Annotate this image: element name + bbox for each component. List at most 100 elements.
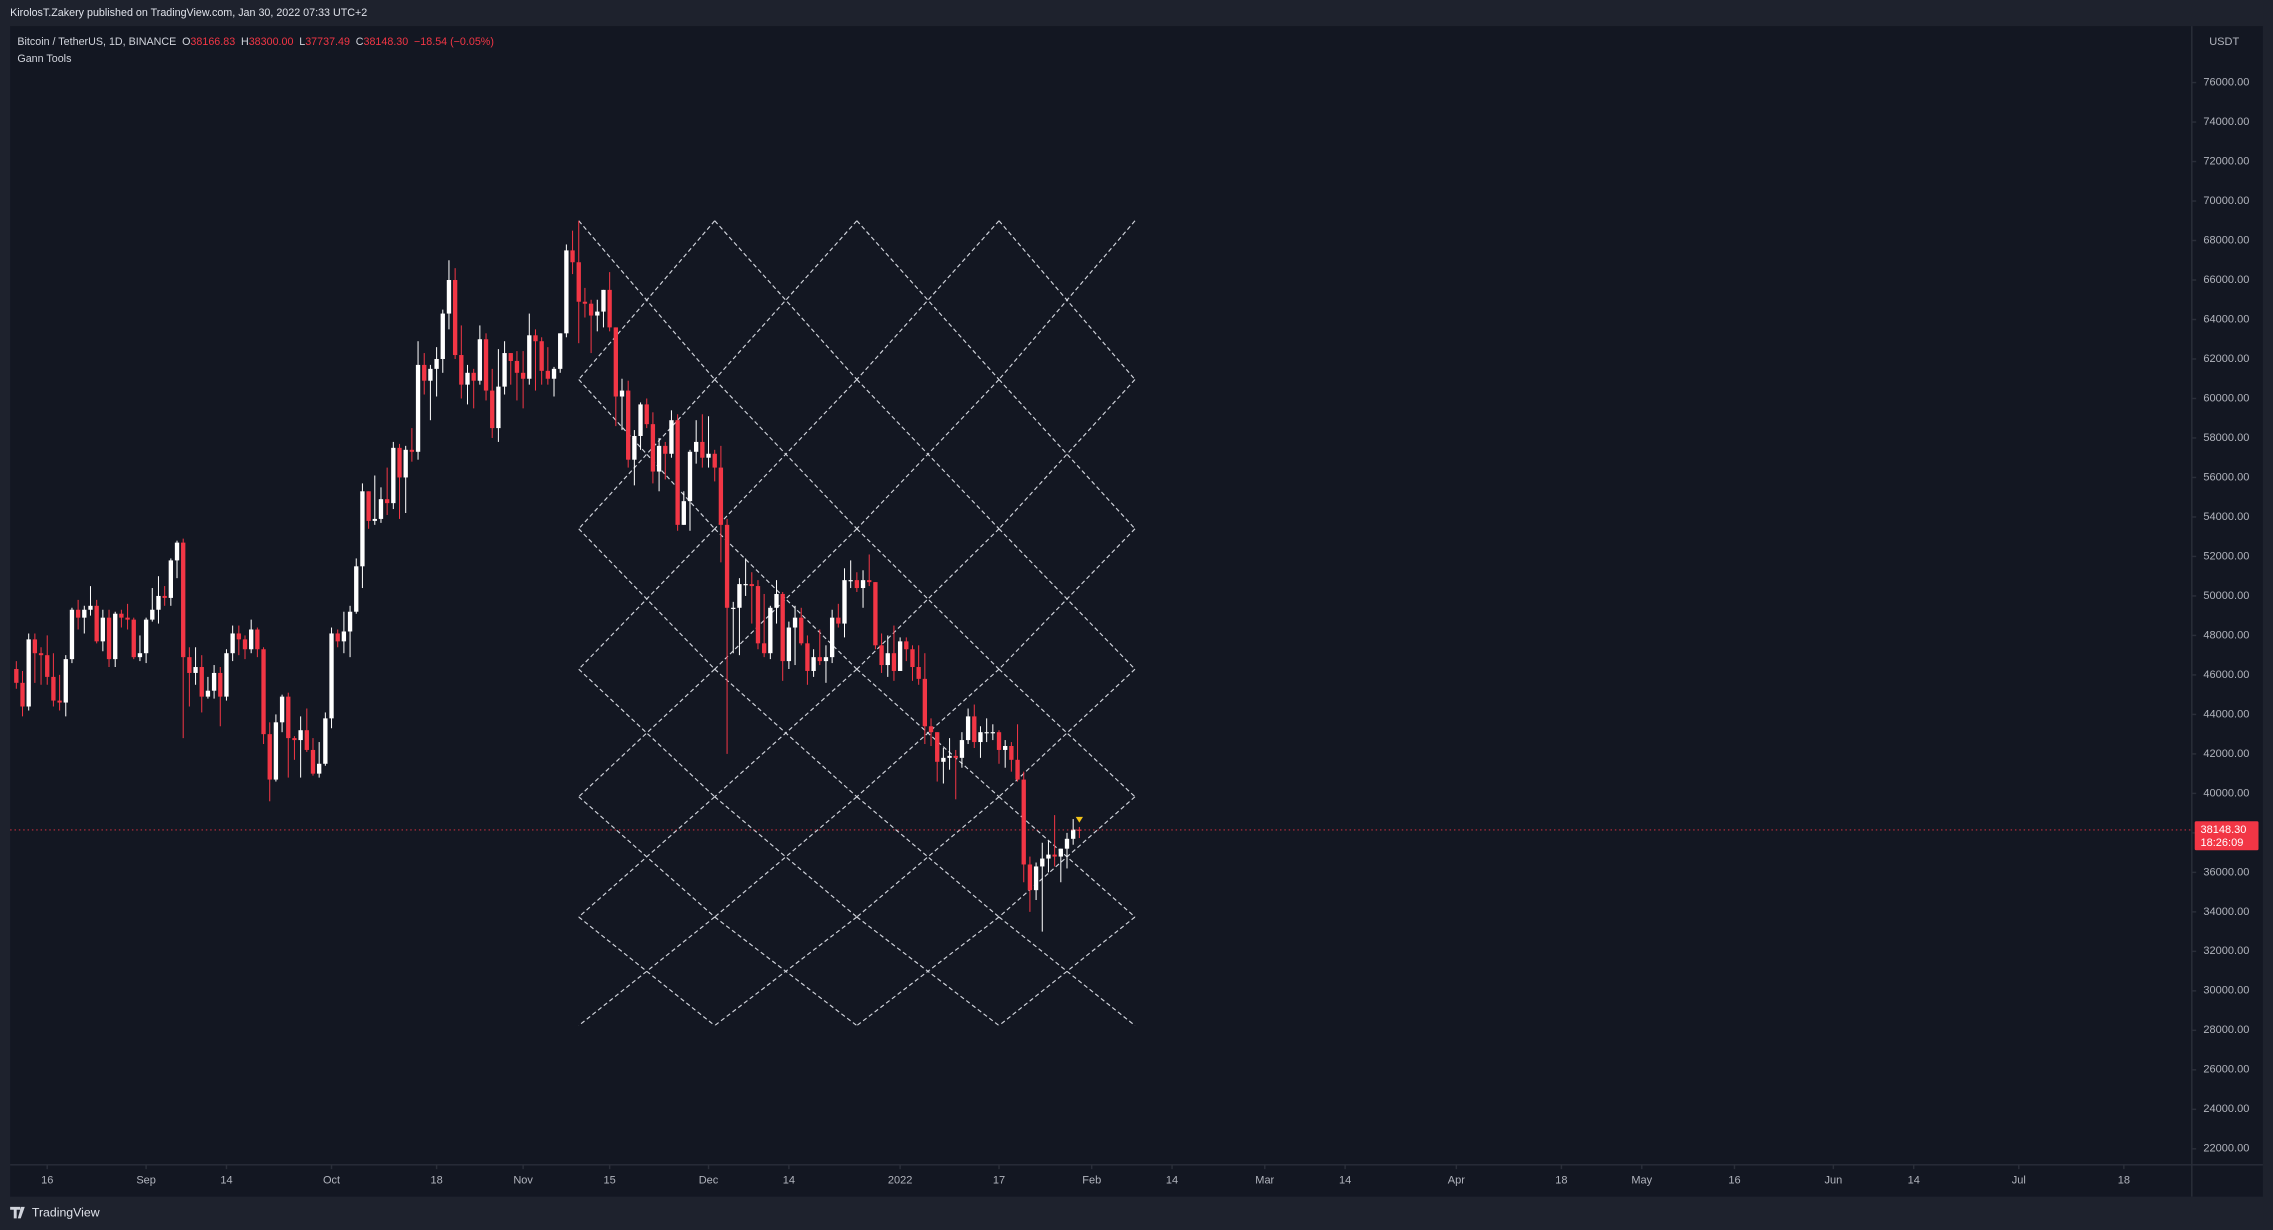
candle-body	[1077, 829, 1082, 831]
candle-body	[508, 353, 513, 361]
candle-body	[384, 499, 390, 504]
candle-body	[687, 451, 693, 502]
gann-line	[856, 668, 1000, 798]
candle-body	[650, 424, 656, 472]
x-tick-label: 18	[2118, 1175, 2130, 1187]
candle-body	[570, 250, 575, 263]
x-tick-label: Dec	[699, 1175, 719, 1187]
candle-body	[1052, 854, 1057, 857]
y-tick-label: 76000.00	[2203, 76, 2249, 88]
candle-body	[694, 441, 699, 452]
x-tick-label: 14	[1166, 1175, 1178, 1187]
candle-body	[873, 582, 878, 646]
y-tick-label: 58000.00	[2203, 432, 2249, 444]
candle-body	[558, 333, 563, 369]
y-tick-label: 68000.00	[2203, 234, 2249, 246]
y-tick-label: 24000.00	[2203, 1103, 2249, 1115]
candle-body	[88, 605, 93, 610]
candle-body	[199, 667, 204, 697]
candle-body	[422, 364, 427, 381]
candle-body	[94, 605, 99, 642]
gann-line	[714, 379, 858, 530]
candle-body	[1015, 759, 1020, 780]
candle-body	[397, 447, 402, 478]
x-tick-label: Apr	[1448, 1175, 1465, 1187]
x-tick-label: 15	[604, 1175, 616, 1187]
candle-body	[675, 420, 680, 525]
candle-body	[428, 368, 433, 381]
flag-marker	[1075, 816, 1083, 823]
candle-body	[922, 678, 928, 727]
candle-body	[168, 560, 174, 598]
candle-body	[304, 730, 309, 750]
candle-body	[928, 726, 934, 733]
candle-body	[298, 730, 303, 741]
gann-line	[578, 528, 716, 670]
candle-body	[996, 732, 1002, 750]
candle-body	[69, 609, 75, 660]
candle-body	[1027, 864, 1033, 891]
o-value: 38166.83	[190, 36, 235, 48]
candle-body	[174, 542, 180, 561]
candle-body	[891, 653, 897, 671]
candle-body	[354, 566, 359, 612]
gann-line	[856, 916, 1000, 1027]
gann-line	[998, 379, 1136, 530]
candle-body	[187, 657, 192, 673]
candle-body	[984, 732, 989, 734]
candle-body	[836, 617, 841, 624]
candle-body	[514, 360, 520, 373]
candle-body	[860, 580, 866, 589]
candle-body	[743, 584, 748, 586]
c-value: 38148.30	[364, 36, 409, 48]
candle-body	[972, 716, 977, 743]
candle-body	[38, 653, 44, 656]
candle-body	[644, 404, 649, 425]
candle-body	[1009, 746, 1014, 760]
candle-body	[131, 619, 136, 658]
candle-body	[879, 645, 884, 666]
candle-body	[527, 335, 532, 379]
candle-body	[811, 657, 816, 671]
candle-body	[953, 755, 958, 758]
candle-body	[1021, 779, 1026, 865]
x-tick-label: 14	[783, 1175, 795, 1187]
gann-line	[578, 220, 716, 380]
gann-line	[578, 668, 716, 798]
candle-body	[230, 633, 235, 654]
candle-body	[1058, 848, 1063, 857]
candle-body	[947, 755, 952, 758]
x-tick-label: 17	[993, 1175, 1005, 1187]
candle-body	[82, 609, 87, 618]
candle-body	[496, 386, 501, 429]
candle-body	[897, 641, 903, 671]
candle-body	[193, 667, 198, 673]
gann-line	[714, 528, 858, 670]
candle-body	[817, 657, 822, 662]
candle-body	[601, 289, 606, 312]
candle-body	[761, 643, 767, 654]
symbol: Bitcoin / TetherUS, 1D, BINANCE	[17, 36, 176, 48]
gann-line	[714, 220, 858, 380]
x-tick-label: Jul	[2012, 1175, 2026, 1187]
y-tick-label: 60000.00	[2203, 392, 2249, 404]
y-tick-label: 56000.00	[2203, 471, 2249, 483]
y-tick-label: 28000.00	[2203, 1024, 2249, 1036]
candle-body	[626, 390, 631, 460]
candle-body	[638, 404, 643, 436]
candle-body	[162, 595, 167, 598]
candle-body	[465, 372, 470, 385]
candle-body	[261, 649, 266, 735]
gann-line	[714, 796, 858, 918]
candle-body	[1040, 858, 1045, 867]
y-tick-label: 48000.00	[2203, 629, 2249, 641]
candle-body	[57, 700, 62, 703]
candle-body	[156, 595, 161, 610]
candle-body	[774, 593, 779, 608]
y-tick-label: 22000.00	[2203, 1143, 2249, 1155]
publisher: KirolosT.Zakery published on TradingView…	[10, 7, 367, 19]
logo-icon	[10, 1206, 25, 1219]
h-value: 38300.00	[249, 36, 294, 48]
gann-line	[578, 379, 716, 530]
